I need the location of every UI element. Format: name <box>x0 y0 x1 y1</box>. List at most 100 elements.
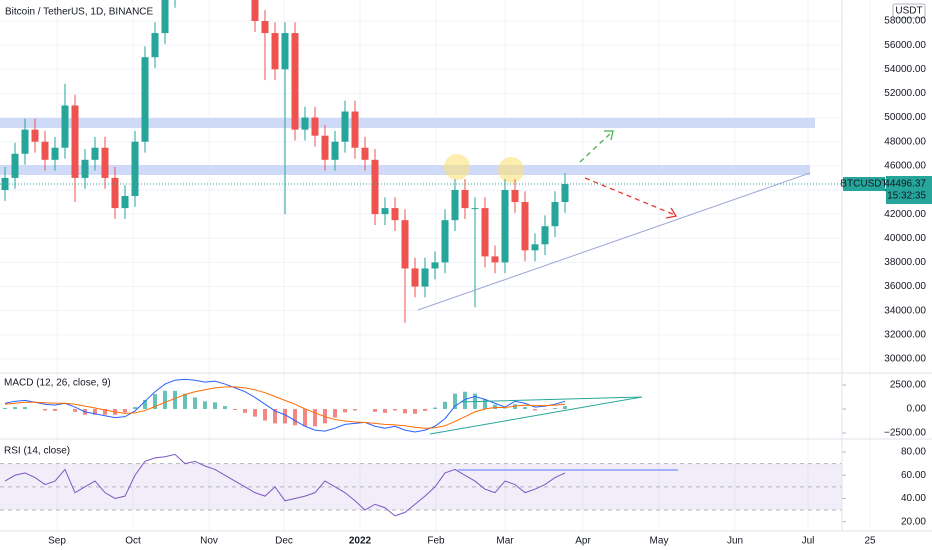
histogram-bar <box>443 401 447 409</box>
histogram-bar <box>393 408 397 411</box>
histogram-bar <box>413 408 417 414</box>
y-tick-label: 30000.00 <box>884 354 926 365</box>
candle-body <box>1 177 9 190</box>
histogram-bar <box>93 408 97 415</box>
y-tick-label: 36000.00 <box>884 281 926 292</box>
histogram-bar <box>263 408 267 421</box>
candle-body <box>521 202 529 251</box>
macd-line <box>4 386 566 429</box>
histogram-bar <box>13 407 17 409</box>
candle-body <box>31 129 39 142</box>
histogram-bar <box>103 408 107 415</box>
candle-body <box>301 117 309 130</box>
histogram-bar <box>293 408 297 426</box>
candle-body <box>161 0 169 34</box>
candle-body <box>111 177 119 209</box>
arrow-down <box>584 177 676 216</box>
histogram-bar <box>373 408 377 412</box>
candle-body <box>561 183 569 203</box>
histogram-bar <box>183 393 187 409</box>
rsi-line <box>4 453 566 517</box>
histogram-bar <box>353 408 357 411</box>
macd-line <box>4 378 566 433</box>
candle-body <box>331 141 339 160</box>
histogram-bar <box>333 408 337 418</box>
x-tick-label: Nov <box>200 536 218 547</box>
candle-body <box>51 147 59 160</box>
last-price-box <box>886 175 932 204</box>
candle-body <box>351 111 359 148</box>
currency-box[interactable] <box>892 3 926 19</box>
candle-body <box>281 33 289 70</box>
x-tick-label: Dec <box>275 536 293 547</box>
histogram-bar <box>253 408 257 417</box>
candle-body <box>501 189 509 263</box>
candle-body <box>391 208 399 221</box>
candle-body <box>411 268 419 287</box>
histogram-bar <box>493 404 497 409</box>
histogram-bar <box>163 390 167 409</box>
candle-body <box>151 33 159 58</box>
histogram-bar <box>563 406 567 409</box>
candle-body <box>421 268 429 287</box>
candle-body <box>81 159 89 178</box>
y-tick-label: 46000.00 <box>884 160 926 171</box>
x-tick-label: 2022 <box>349 536 372 547</box>
candle-body <box>541 226 549 245</box>
histogram-bar <box>423 408 427 411</box>
y-tick-label: 40000.00 <box>884 233 926 244</box>
histogram-bar <box>383 408 387 413</box>
resistance-zone <box>0 118 815 128</box>
x-tick-label: Sep <box>48 536 66 547</box>
symbol-box <box>843 176 885 191</box>
histogram-bar <box>223 406 227 409</box>
x-tick-label: Jun <box>727 536 743 547</box>
histogram-bar <box>303 408 307 427</box>
histogram-bar <box>193 397 197 409</box>
histogram-bar <box>403 408 407 414</box>
y-tick-label: 34000.00 <box>884 305 926 316</box>
candle-body <box>401 220 409 269</box>
candle-body <box>461 189 469 209</box>
histogram-bar <box>483 399 487 409</box>
rsi-title: RSI (14, close) <box>4 446 70 457</box>
x-tick-label: Feb <box>427 536 445 547</box>
histogram-bar <box>73 408 77 412</box>
y-tick-label: 50000.00 <box>884 112 926 123</box>
y-tick-label: 54000.00 <box>884 64 926 75</box>
y-tick-label: 58000.00 <box>884 16 926 27</box>
candle-body <box>71 105 79 178</box>
y-tick-label: 20.00 <box>901 516 926 527</box>
y-tick-label: 38000.00 <box>884 257 926 268</box>
histogram-bar <box>533 408 537 411</box>
histogram-bar <box>243 408 247 413</box>
candle-body <box>491 256 499 263</box>
candle-body <box>101 147 109 178</box>
y-tick-label: 56000.00 <box>884 40 926 51</box>
arrow-head <box>604 130 614 141</box>
candle-body <box>261 21 269 34</box>
x-tick-label: May <box>650 536 669 547</box>
histogram-bar <box>453 393 457 409</box>
candle-body <box>131 141 139 197</box>
x-tick-label: Mar <box>496 536 514 547</box>
candle-body <box>61 105 69 148</box>
grid <box>0 0 871 531</box>
histogram-bar <box>133 407 137 409</box>
trendline <box>417 172 811 311</box>
histogram-bar <box>53 408 57 411</box>
y-tick-label: 60.00 <box>901 470 926 481</box>
candle-body <box>341 111 349 142</box>
x-tick-label: Oct <box>125 536 141 547</box>
macd-title: MACD (12, 26, close, 9) <box>4 378 111 389</box>
pane <box>1 0 569 323</box>
macd-trendline <box>429 396 643 435</box>
histogram-bar <box>203 401 207 409</box>
candle-body <box>291 33 299 130</box>
histogram-bar <box>233 408 237 410</box>
histogram-bar <box>343 408 347 413</box>
highlight <box>498 157 524 183</box>
x-tick-label: 25 <box>864 536 876 547</box>
candle-body <box>141 57 149 142</box>
